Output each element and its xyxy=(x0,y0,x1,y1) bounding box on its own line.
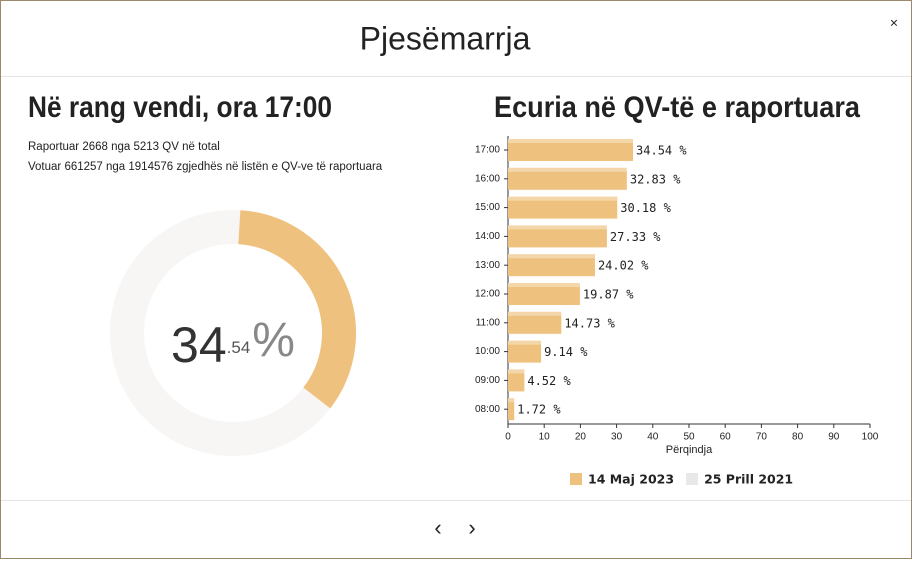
x-tick-label: 10 xyxy=(539,432,551,443)
bar xyxy=(508,369,525,392)
x-tick-label: 50 xyxy=(683,432,695,443)
next-button[interactable]: › xyxy=(468,515,475,540)
donut-center-label: 34.54% xyxy=(171,314,295,374)
bar xyxy=(508,283,580,305)
bar-value-label: 27.33 % xyxy=(610,230,661,244)
legend-label[interactable]: 14 Maj 2023 xyxy=(588,472,674,487)
bar-highlight xyxy=(508,398,515,403)
bar-value-label: 4.52 % xyxy=(527,374,571,388)
bar xyxy=(508,139,634,161)
y-tick-label: 11:00 xyxy=(476,317,501,328)
legend-swatch xyxy=(686,473,699,485)
bar-value-label: 9.14 % xyxy=(544,345,588,359)
value-unit: % xyxy=(252,314,295,367)
x-tick-label: 90 xyxy=(828,432,840,443)
x-tick-label: 20 xyxy=(575,432,587,443)
bar xyxy=(508,254,595,277)
x-tick-label: 70 xyxy=(756,432,768,443)
y-tick-label: 12:00 xyxy=(475,289,500,300)
y-tick-label: 17:00 xyxy=(475,145,500,156)
close-button[interactable]: × xyxy=(890,15,898,31)
x-tick-label: 40 xyxy=(647,432,659,443)
bar-value-label: 32.83 % xyxy=(630,172,681,186)
x-tick-label: 0 xyxy=(505,432,511,443)
legend-label[interactable]: 25 Prill 2021 xyxy=(704,472,793,487)
bar-value-label: 34.54 % xyxy=(636,144,687,158)
x-tick-label: 30 xyxy=(611,432,623,443)
chart-title: Ecuria në QV-të e raportuara xyxy=(494,91,860,124)
y-tick-label: 15:00 xyxy=(475,202,500,213)
bar-value-label: 24.02 % xyxy=(598,259,649,273)
value-decimal: .54 xyxy=(227,338,251,357)
x-tick-label: 80 xyxy=(792,432,804,443)
bar-highlight xyxy=(508,311,562,316)
bar xyxy=(508,311,562,334)
prev-button[interactable]: ‹ xyxy=(434,515,441,540)
bar-highlight xyxy=(508,167,627,172)
y-tick-label: 14:00 xyxy=(475,231,500,242)
x-axis-label: Përqindja xyxy=(666,444,713,456)
modal-title: Pjesëmarrja xyxy=(360,20,531,56)
y-tick-label: 10:00 xyxy=(475,346,500,357)
bar-value-label: 14.73 % xyxy=(564,316,615,330)
y-tick-label: 08:00 xyxy=(475,404,500,415)
y-tick-label: 16:00 xyxy=(475,173,500,184)
value-integer: 34 xyxy=(171,317,227,373)
bar-highlight xyxy=(508,369,525,374)
bar xyxy=(508,398,515,421)
reported-text: Raportuar 2668 nga 5213 QV në total xyxy=(28,141,220,153)
y-tick-label: 09:00 xyxy=(475,375,500,386)
bar-highlight xyxy=(508,225,607,230)
legend-swatch xyxy=(570,473,582,485)
bar xyxy=(508,340,542,363)
donut-arc xyxy=(237,210,356,409)
bar-value-label: 30.18 % xyxy=(620,201,671,215)
left-heading: Në rang vendi, ora 17:00 xyxy=(28,91,332,124)
voted-text: Votuar 661257 nga 1914576 zgjedhës në li… xyxy=(28,161,383,173)
x-tick-label: 100 xyxy=(862,432,879,443)
bar-highlight xyxy=(508,196,618,201)
bar-value-label: 19.87 % xyxy=(583,288,634,302)
bar-value-label: 1.72 % xyxy=(517,403,561,417)
bar-highlight xyxy=(508,283,580,287)
bar xyxy=(508,196,618,219)
bar xyxy=(508,167,627,190)
bar-highlight xyxy=(508,139,634,143)
bar-highlight xyxy=(508,340,542,345)
bar-highlight xyxy=(508,254,595,259)
y-tick-label: 13:00 xyxy=(475,260,500,271)
bar xyxy=(508,225,607,248)
x-tick-label: 60 xyxy=(720,432,732,443)
